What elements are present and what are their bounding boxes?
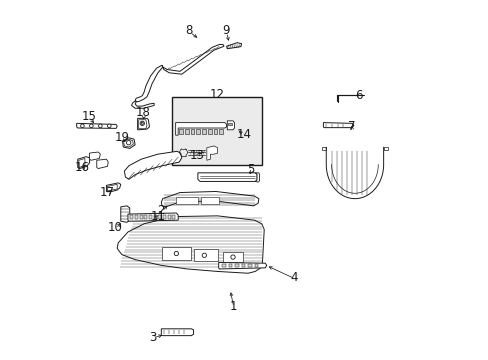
Bar	[190, 129, 194, 134]
Bar	[144, 215, 147, 220]
Polygon shape	[124, 151, 182, 179]
Bar	[235, 264, 238, 267]
Bar	[184, 129, 188, 134]
Polygon shape	[79, 158, 85, 167]
Polygon shape	[117, 216, 264, 273]
Polygon shape	[198, 173, 257, 181]
Polygon shape	[77, 123, 117, 129]
Bar	[167, 215, 170, 220]
Text: 2: 2	[157, 204, 165, 217]
Bar	[228, 123, 231, 126]
Bar	[153, 215, 156, 220]
Polygon shape	[122, 138, 135, 148]
Polygon shape	[206, 146, 217, 160]
Polygon shape	[107, 184, 117, 191]
Polygon shape	[121, 206, 129, 222]
Bar	[158, 215, 161, 220]
Text: 16: 16	[75, 161, 90, 174]
Text: 8: 8	[185, 24, 192, 37]
Circle shape	[141, 122, 143, 125]
Text: 4: 4	[290, 271, 297, 284]
Bar	[207, 129, 211, 134]
Text: 11: 11	[150, 210, 165, 223]
Polygon shape	[97, 159, 108, 168]
Text: 10: 10	[107, 221, 122, 234]
Bar	[149, 215, 152, 220]
Circle shape	[126, 140, 131, 145]
Bar	[223, 252, 242, 262]
Text: 15: 15	[82, 110, 97, 123]
Polygon shape	[106, 183, 121, 192]
Text: 17: 17	[100, 186, 115, 199]
Text: 3: 3	[149, 330, 157, 343]
Bar	[172, 97, 262, 165]
Bar	[176, 197, 198, 204]
Polygon shape	[123, 139, 133, 147]
Bar	[140, 215, 142, 220]
Bar	[241, 264, 244, 267]
Circle shape	[107, 124, 111, 128]
Bar	[163, 215, 165, 220]
Polygon shape	[175, 123, 226, 135]
Text: 6: 6	[355, 89, 362, 102]
Circle shape	[140, 121, 144, 126]
Text: 1: 1	[229, 300, 236, 313]
Bar	[135, 215, 138, 220]
Text: 13: 13	[189, 149, 204, 162]
Polygon shape	[139, 120, 147, 129]
Bar	[179, 129, 183, 134]
Polygon shape	[128, 213, 178, 221]
Polygon shape	[161, 192, 258, 207]
Polygon shape	[135, 65, 163, 102]
Bar	[219, 129, 223, 134]
Bar	[201, 197, 219, 204]
Bar	[172, 215, 175, 220]
Circle shape	[81, 124, 84, 128]
Bar	[222, 264, 225, 267]
Bar	[130, 215, 133, 220]
Circle shape	[174, 251, 178, 256]
Circle shape	[202, 253, 206, 257]
Bar	[202, 129, 205, 134]
Polygon shape	[162, 44, 224, 74]
Polygon shape	[131, 101, 154, 108]
Bar	[254, 264, 258, 267]
Bar	[228, 264, 232, 267]
Text: 7: 7	[347, 121, 354, 134]
Polygon shape	[78, 157, 89, 168]
Bar	[162, 247, 190, 260]
Text: 5: 5	[247, 163, 254, 176]
Text: 18: 18	[136, 106, 150, 119]
Bar	[247, 264, 251, 267]
Bar	[196, 129, 200, 134]
Circle shape	[99, 124, 102, 128]
Circle shape	[89, 124, 93, 128]
Polygon shape	[255, 173, 259, 182]
Polygon shape	[137, 118, 149, 130]
Polygon shape	[321, 147, 325, 150]
Text: 9: 9	[222, 24, 229, 37]
Polygon shape	[89, 152, 100, 160]
Circle shape	[230, 255, 235, 259]
Polygon shape	[227, 121, 234, 130]
Polygon shape	[226, 42, 241, 49]
Polygon shape	[323, 123, 353, 128]
Bar	[194, 249, 217, 261]
Text: 14: 14	[236, 127, 251, 141]
Polygon shape	[218, 262, 266, 269]
Polygon shape	[383, 147, 387, 150]
Text: 19: 19	[114, 131, 129, 144]
Polygon shape	[161, 329, 193, 336]
Text: 12: 12	[210, 88, 224, 101]
Bar	[213, 129, 217, 134]
